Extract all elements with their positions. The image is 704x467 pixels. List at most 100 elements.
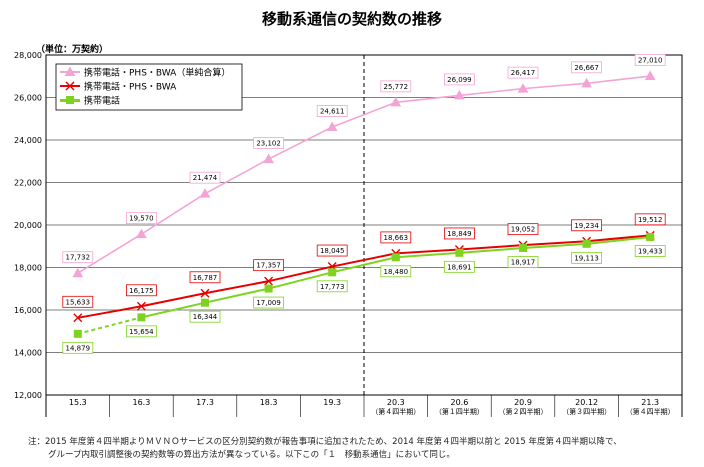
legend: 携帯電話・PHS・BWA（単純合算） 携帯電話・PHS・BWA 携帯電話 bbox=[55, 63, 243, 111]
data-label: 18,917 bbox=[511, 259, 536, 267]
data-label-box bbox=[253, 137, 285, 149]
data-label: 21,474 bbox=[193, 174, 218, 182]
data-label: 19,570 bbox=[129, 215, 154, 223]
square-marker bbox=[137, 313, 146, 322]
data-label: 16,344 bbox=[193, 313, 218, 321]
series-group: 17,732 19,570 21,474 23,102 24,611 25,772 26,0… bbox=[62, 54, 666, 354]
legend-label: 携帯電話 bbox=[84, 95, 120, 107]
data-label: 17,009 bbox=[256, 299, 281, 307]
y-tick-label: 26,000 bbox=[14, 94, 42, 103]
y-axis: 12,000 14,000 16,000 18,000 20,000 22,000 24,0… bbox=[14, 51, 42, 400]
series-2: 14,879 15,654 16,344 17,009 17,773 18,480 18,6… bbox=[62, 233, 666, 354]
legend-label: 携帯電話・PHS・BWA bbox=[84, 81, 177, 93]
square-marker bbox=[73, 329, 82, 338]
series-line-segment bbox=[204, 158, 269, 195]
data-label: 17,732 bbox=[66, 254, 91, 262]
y-tick-label: 24,000 bbox=[14, 136, 42, 145]
x-tick-label: 15.3 bbox=[69, 398, 87, 407]
series-0: 17,732 19,570 21,474 23,102 24,611 25,772 26,0… bbox=[62, 54, 666, 278]
triangle-marker bbox=[454, 89, 465, 100]
data-label-box bbox=[316, 244, 348, 257]
triangle-marker bbox=[199, 188, 211, 198]
series-line-segment bbox=[331, 252, 397, 268]
square-marker bbox=[66, 96, 74, 104]
x-tick-label: 20.12 bbox=[575, 398, 598, 407]
x-tick-label: 18.3 bbox=[260, 398, 278, 407]
y-tick-label: 14,000 bbox=[14, 349, 42, 358]
x-tick-sublabel: （第４四半期） bbox=[626, 407, 675, 416]
series-line-segment bbox=[395, 248, 460, 255]
x-tick-sublabel: （第３四半期） bbox=[562, 407, 611, 416]
data-label: 26,417 bbox=[511, 69, 536, 77]
data-label: 18,663 bbox=[384, 234, 409, 242]
data-label: 24,611 bbox=[320, 108, 345, 116]
series-line-segment bbox=[586, 75, 651, 85]
data-label: 18,849 bbox=[447, 230, 472, 238]
series-line-segment bbox=[459, 244, 524, 251]
y-tick-label: 20,000 bbox=[14, 221, 42, 230]
data-label: 19,113 bbox=[574, 254, 599, 262]
triangle-marker bbox=[390, 96, 402, 107]
x-marker-stroke bbox=[264, 276, 274, 286]
triangle-marker bbox=[644, 70, 656, 81]
series-line-segment bbox=[268, 126, 333, 160]
square-marker bbox=[264, 284, 273, 293]
square-marker bbox=[455, 248, 464, 257]
series-line-segment bbox=[268, 265, 333, 283]
y-tick-label: 28,000 bbox=[14, 51, 42, 60]
triangle-marker bbox=[72, 267, 84, 278]
data-label: 19,433 bbox=[638, 248, 663, 256]
data-label-box bbox=[316, 280, 348, 293]
x-marker-stroke bbox=[136, 301, 146, 311]
square-marker bbox=[582, 239, 591, 248]
triangle-marker bbox=[64, 66, 76, 76]
x-tick-label: 16.3 bbox=[132, 398, 150, 407]
data-label-box bbox=[189, 171, 221, 184]
data-label-box bbox=[380, 265, 412, 278]
data-label-box bbox=[380, 80, 412, 93]
data-label-box bbox=[253, 259, 285, 272]
x-tick-label: 17.3 bbox=[196, 398, 214, 407]
data-label-box bbox=[380, 231, 412, 244]
data-label: 16,175 bbox=[129, 287, 154, 295]
y-tick-label: 22,000 bbox=[14, 179, 42, 188]
data-label: 18,691 bbox=[447, 263, 472, 271]
square-marker bbox=[646, 233, 655, 242]
x-marker-stroke bbox=[73, 313, 83, 323]
y-axis-unit-label: （単位：万契約） bbox=[36, 43, 108, 55]
x-tick-label: 20.3 bbox=[387, 398, 405, 407]
series-line-segment bbox=[459, 87, 524, 97]
series-line-segment bbox=[331, 256, 397, 274]
x-marker-stroke bbox=[65, 81, 75, 91]
series-line-segment bbox=[522, 242, 587, 250]
x-tick-label: 20.6 bbox=[450, 398, 468, 407]
data-label: 27,010 bbox=[638, 57, 663, 65]
data-label-box bbox=[634, 54, 666, 66]
data-label: 15,633 bbox=[66, 298, 91, 306]
triangle-marker bbox=[136, 228, 147, 239]
series-line-segment bbox=[141, 292, 206, 308]
data-label-box bbox=[443, 73, 475, 86]
x-tick-label: 19.3 bbox=[323, 398, 341, 407]
data-label-box bbox=[507, 256, 539, 268]
legend-label: 携帯電話・PHS・BWA（単純合算） bbox=[84, 67, 230, 79]
series-line-segment bbox=[140, 193, 206, 235]
x-tick-label: 20.9 bbox=[514, 398, 532, 407]
series-line-segment bbox=[204, 287, 269, 304]
x-tick-sublabel: （第２四半期） bbox=[499, 407, 548, 416]
data-label: 19,512 bbox=[638, 216, 663, 224]
series-line-segment bbox=[77, 305, 142, 319]
footnote-line-1: 注：2015 年度第４四半期よりＭＶＮＯサービスの区分別契約数が報告事項に追加さ… bbox=[28, 437, 622, 447]
data-label-box bbox=[126, 284, 157, 297]
series-line-segment bbox=[586, 236, 651, 245]
x-tick-sublabel: （第４四半期） bbox=[371, 407, 420, 416]
y-tick-label: 16,000 bbox=[14, 306, 42, 315]
series-line-segment bbox=[459, 247, 524, 254]
data-label: 25,772 bbox=[384, 83, 409, 91]
data-label: 19,234 bbox=[574, 222, 599, 230]
data-label: 16,787 bbox=[193, 274, 218, 282]
data-label-box bbox=[634, 245, 666, 257]
legend-box bbox=[55, 63, 243, 111]
data-label-box bbox=[507, 66, 539, 79]
chart-title: 移動系通信の契約数の推移 bbox=[262, 10, 442, 28]
